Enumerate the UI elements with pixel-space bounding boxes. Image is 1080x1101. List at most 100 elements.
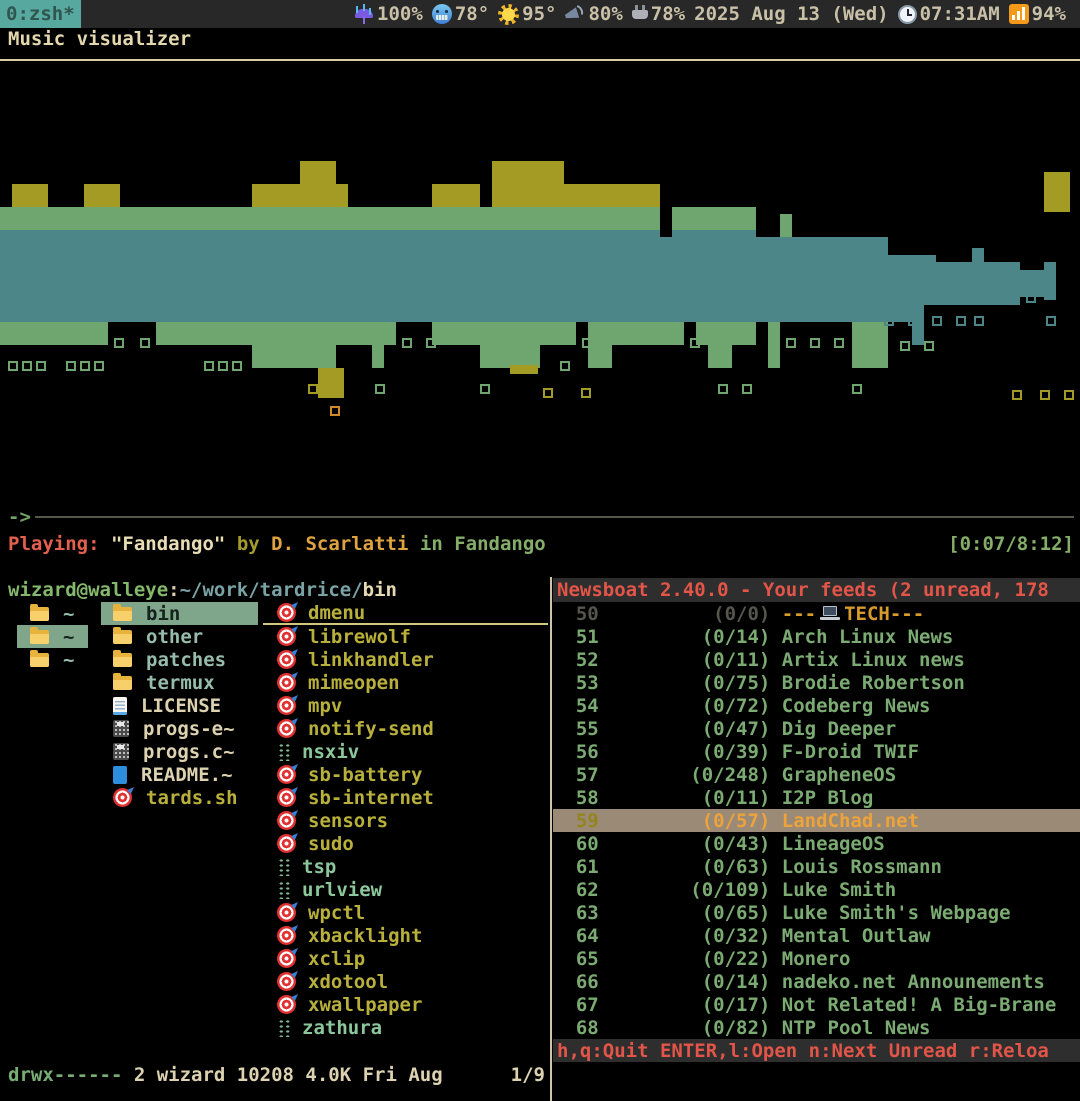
umbrella-rain-icon bbox=[354, 4, 374, 24]
visualizer-bar bbox=[24, 184, 36, 207]
visualizer-bar bbox=[468, 207, 480, 230]
feed-row[interactable]: 59 (0/57) LandChad.net bbox=[553, 809, 1080, 832]
tmux-session-tab[interactable]: 0:zsh* bbox=[0, 0, 81, 28]
visualizer-bar bbox=[540, 322, 552, 345]
visualizer-bar bbox=[180, 207, 192, 230]
feed-row[interactable]: 50 (0/0) --- TECH--- bbox=[553, 602, 1080, 625]
preview-file-row[interactable]: wpctl bbox=[263, 901, 548, 924]
preview-file-row[interactable]: xwallpaper bbox=[263, 993, 548, 1016]
feed-unread-count: (0/11) bbox=[701, 648, 771, 671]
parent-dir-row[interactable]: ~ bbox=[17, 625, 88, 648]
visualizer-bar bbox=[948, 262, 960, 305]
visualizer-marker bbox=[1012, 390, 1022, 400]
file-row[interactable]: progs.c~ bbox=[101, 740, 258, 763]
parent-dir-row[interactable]: ~ bbox=[17, 602, 88, 625]
visualizer-bar bbox=[744, 322, 756, 345]
preview-file-row[interactable]: urlview bbox=[263, 878, 548, 901]
feed-row[interactable]: 68 (0/82) NTP Pool News bbox=[553, 1016, 1080, 1039]
feed-row[interactable]: 67 (0/17) Not Related! A Big-Brane bbox=[553, 993, 1080, 1016]
feed-row[interactable]: 62 (0/109) Luke Smith bbox=[553, 878, 1080, 901]
visualizer-bar bbox=[492, 207, 504, 230]
feed-row[interactable]: 55 (0/47) Dig Deeper bbox=[553, 717, 1080, 740]
pane-divider[interactable] bbox=[550, 577, 552, 1101]
file-row[interactable]: README.~ bbox=[101, 763, 258, 786]
file-row[interactable]: other bbox=[101, 625, 258, 648]
visualizer-bar bbox=[0, 207, 12, 230]
visualizer-bar bbox=[648, 184, 660, 207]
visualizer-bar bbox=[156, 207, 168, 230]
feed-row[interactable]: 54 (0/72) Codeberg News bbox=[553, 694, 1080, 717]
feed-row[interactable]: 56 (0/39) F-Droid TWIF bbox=[553, 740, 1080, 763]
feed-number: 59 bbox=[575, 809, 599, 832]
preview-file-row[interactable]: librewolf bbox=[263, 625, 548, 648]
preview-file-name: sb-internet bbox=[308, 786, 434, 809]
visualizer-bar bbox=[276, 207, 288, 230]
feed-row[interactable]: 53 (0/75) Brodie Robertson bbox=[553, 671, 1080, 694]
feed-row[interactable]: 60 (0/43) LineageOS bbox=[553, 832, 1080, 855]
preview-file-row[interactable]: linkhandler bbox=[263, 648, 548, 671]
preview-file-name: sensors bbox=[308, 809, 389, 832]
preview-file-row[interactable]: sb-internet bbox=[263, 786, 548, 809]
visualizer-bar bbox=[672, 207, 684, 230]
preview-file-row[interactable]: tsp bbox=[263, 855, 548, 878]
preview-file-row[interactable]: sb-battery bbox=[263, 763, 548, 786]
visualizer-bar bbox=[348, 322, 360, 345]
visualizer-bar bbox=[48, 230, 60, 322]
preview-file-row[interactable]: mpv bbox=[263, 694, 548, 717]
visualizer-bar bbox=[468, 230, 480, 322]
parent-dir-row[interactable]: ~ bbox=[17, 648, 88, 671]
visualizer-bar bbox=[384, 230, 396, 322]
visualizer-marker bbox=[332, 384, 342, 394]
file-row[interactable]: patches bbox=[101, 648, 258, 671]
visualizer-bar bbox=[204, 230, 216, 322]
preview-file-row[interactable]: xdotool bbox=[263, 970, 548, 993]
preview-file-row[interactable]: dmenu bbox=[263, 602, 548, 625]
preview-file-row[interactable]: mimeopen bbox=[263, 671, 548, 694]
laptop-icon bbox=[820, 606, 841, 621]
dots-icon bbox=[277, 1018, 290, 1037]
tmux-status-bar: 0:zsh* 100% 78° 95° 80% 78% 2025 Aug 13 (Wed)… bbox=[0, 0, 1080, 28]
preview-file-row[interactable]: xclip bbox=[263, 947, 548, 970]
feed-row[interactable]: 65 (0/22) Monero bbox=[553, 947, 1080, 970]
preview-file-row[interactable]: sensors bbox=[263, 809, 548, 832]
file-row[interactable]: tards.sh bbox=[101, 786, 258, 809]
feed-row[interactable]: 51 (0/14) Arch Linux News bbox=[553, 625, 1080, 648]
preview-file-row[interactable]: notify-send bbox=[263, 717, 548, 740]
track-title: "Fandango" bbox=[110, 533, 226, 555]
visualizer-bar bbox=[636, 207, 648, 230]
file-row[interactable]: LICENSE bbox=[101, 694, 258, 717]
visualizer-bar bbox=[432, 230, 444, 322]
visualizer-bar bbox=[336, 184, 348, 207]
parent-dir-name: ~ bbox=[63, 625, 75, 648]
visualizer-marker bbox=[80, 361, 90, 371]
feed-row[interactable]: 61 (0/63) Louis Rossmann bbox=[553, 855, 1080, 878]
sun-face-icon bbox=[498, 3, 520, 25]
feed-row[interactable]: 58 (0/11) I2P Blog bbox=[553, 786, 1080, 809]
feed-row[interactable]: 52 (0/11) Artix Linux news bbox=[553, 648, 1080, 671]
preview-file-row[interactable]: nsxiv bbox=[263, 740, 548, 763]
freezing-face-icon bbox=[431, 4, 452, 24]
feed-row[interactable]: 63 (0/65) Luke Smith's Webpage bbox=[553, 901, 1080, 924]
visualizer-bar bbox=[504, 161, 516, 207]
visualizer-bar bbox=[792, 237, 804, 322]
file-row[interactable]: bin bbox=[101, 602, 258, 625]
visualizer-bar bbox=[552, 207, 564, 230]
visualizer-bar bbox=[276, 184, 288, 207]
binfile-icon bbox=[113, 743, 129, 760]
visualizer-bar bbox=[12, 184, 24, 207]
feed-row[interactable]: 66 (0/14) nadeko.net Announements bbox=[553, 970, 1080, 993]
file-row[interactable]: termux bbox=[101, 671, 258, 694]
visualizer-bar bbox=[96, 184, 108, 207]
user-host: wizard@walleye bbox=[8, 579, 169, 601]
visualizer-marker bbox=[924, 341, 934, 351]
preview-file-row[interactable]: xbacklight bbox=[263, 924, 548, 947]
file-row[interactable]: progs-e~ bbox=[101, 717, 258, 740]
file-name: termux bbox=[146, 671, 215, 694]
visualizer-bar bbox=[720, 322, 732, 368]
visualizer-bar bbox=[84, 322, 96, 345]
preview-file-row[interactable]: zathura bbox=[263, 1016, 548, 1039]
preview-file-row[interactable]: sudo bbox=[263, 832, 548, 855]
feed-row[interactable]: 64 (0/32) Mental Outlaw bbox=[553, 924, 1080, 947]
feed-row[interactable]: 57 (0/248) GrapheneOS bbox=[553, 763, 1080, 786]
preview-file-name: dmenu bbox=[308, 601, 366, 624]
